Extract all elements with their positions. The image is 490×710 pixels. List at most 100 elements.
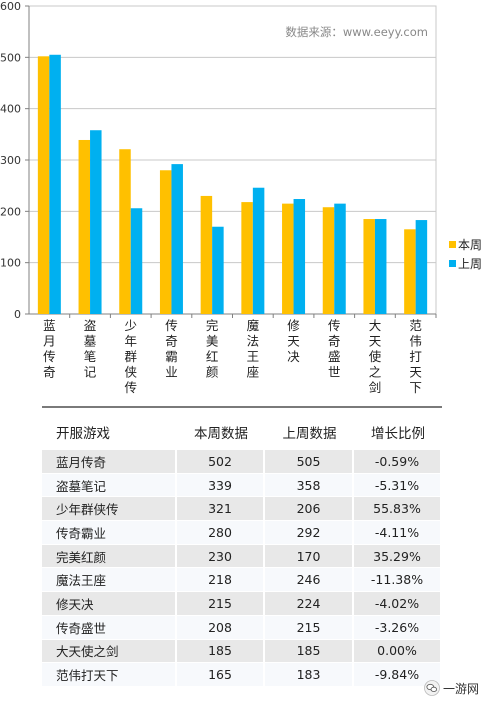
x-tick-label: 传 — [124, 380, 137, 395]
cell-growth: 0.00% — [354, 639, 442, 664]
table-row: 修天决 215 224 -4.02% — [42, 592, 442, 616]
table-row: 大天使之剑 185 185 0.00% — [42, 639, 442, 664]
cell-growth: -0.59% — [354, 450, 442, 474]
legend-label: 上周 — [458, 257, 482, 271]
x-tick-label: 传 — [165, 318, 178, 333]
x-tick-label: 业 — [165, 365, 178, 380]
table-row: 魔法王座 218 246 -11.38% — [42, 568, 442, 593]
bar-this-week — [37, 56, 50, 314]
cell-this-week: 215 — [177, 592, 265, 616]
x-tick-label: 完 — [206, 318, 219, 333]
x-tick-label: 决 — [287, 349, 300, 364]
cell-game: 蓝月传奇 — [42, 450, 177, 474]
cell-game: 传奇霸业 — [42, 521, 177, 545]
bar-this-week — [363, 219, 375, 314]
watermark-text: 一游网 — [443, 681, 480, 696]
x-tick-label: 蓝 — [43, 318, 56, 333]
cell-this-week: 208 — [177, 615, 265, 640]
cell-game: 修天决 — [42, 592, 177, 616]
cell-this-week: 165 — [177, 663, 265, 687]
x-tick-label: 美 — [206, 334, 219, 349]
bar-this-week — [159, 170, 172, 314]
table-row: 范伟打天下 165 183 -9.84% — [42, 663, 442, 687]
y-tick-label: 600 — [0, 0, 21, 13]
table-top-rule — [42, 406, 442, 408]
cell-growth: 35.29% — [354, 544, 442, 569]
table-row: 少年群侠传 321 206 55.83% — [42, 497, 442, 522]
x-tick-label: 使 — [369, 349, 382, 364]
x-tick-label: 打 — [409, 349, 422, 364]
x-tick-label: 范 — [409, 318, 422, 333]
bar-this-week — [200, 195, 213, 314]
cell-last-week: 206 — [265, 497, 354, 522]
cell-this-week: 321 — [177, 497, 265, 522]
bar-last-week — [49, 54, 61, 315]
x-tick-label: 下 — [409, 380, 422, 395]
x-tick-label: 群 — [124, 349, 137, 364]
table-row: 完美红颜 230 170 35.29% — [42, 544, 442, 569]
x-tick-label: 月 — [43, 334, 56, 349]
cell-last-week: 505 — [265, 450, 354, 474]
cell-last-week: 183 — [265, 663, 354, 687]
bar-last-week — [415, 220, 428, 314]
x-tick-label: 记 — [84, 365, 97, 380]
x-tick-label: 剑 — [369, 380, 382, 395]
bar-this-week — [322, 207, 335, 314]
x-tick-label: 世 — [328, 365, 341, 380]
x-tick-label: 笔 — [84, 349, 97, 364]
cell-game: 少年群侠传 — [42, 497, 177, 522]
x-tick-label: 王 — [247, 349, 260, 364]
x-tick-label: 传 — [328, 318, 341, 333]
y-tick-label: 500 — [0, 51, 21, 64]
x-tick-label: 侠 — [124, 365, 137, 380]
x-tick-label: 颜 — [206, 365, 219, 380]
bar-last-week — [90, 130, 102, 314]
x-tick-label: 大 — [369, 318, 382, 333]
cell-last-week: 224 — [265, 592, 354, 616]
bar-this-week — [119, 149, 131, 314]
x-tick-label: 天 — [287, 334, 300, 349]
x-tick-label: 霸 — [165, 349, 178, 364]
cell-last-week: 185 — [265, 639, 354, 664]
x-tick-label: 盛 — [328, 349, 341, 364]
y-tick-label: 400 — [0, 103, 21, 116]
cell-this-week: 230 — [177, 544, 265, 569]
cell-game: 完美红颜 — [42, 544, 177, 569]
x-tick-label: 伟 — [409, 334, 422, 349]
cell-game: 盗墓笔记 — [42, 473, 177, 498]
cell-this-week: 502 — [177, 450, 265, 474]
cell-growth: -3.26% — [354, 615, 442, 640]
x-tick-label: 年 — [124, 334, 137, 349]
header-growth: 增长比例 — [371, 426, 425, 442]
x-tick-label: 奇 — [165, 334, 178, 349]
y-tick-label: 0 — [14, 308, 21, 321]
cell-growth: -4.11% — [354, 521, 442, 545]
table-row: 盗墓笔记 339 358 -5.31% — [42, 473, 442, 498]
legend-swatch — [449, 241, 456, 248]
watermark-logo: 一游网 — [424, 678, 486, 698]
cell-game: 魔法王座 — [42, 568, 177, 593]
x-tick-label: 盗 — [84, 318, 97, 333]
wechat-icon — [424, 680, 440, 696]
y-tick-label: 300 — [0, 154, 21, 167]
header-last-week: 上周数据 — [282, 426, 337, 442]
chart-watermark: 数据来源：www.eeyy.com — [285, 25, 428, 39]
table-row: 传奇霸业 280 292 -4.11% — [42, 521, 442, 545]
bar-this-week — [282, 203, 294, 314]
x-tick-label: 墓 — [84, 334, 97, 349]
bar-this-week — [78, 139, 91, 314]
cell-growth: -5.31% — [354, 473, 442, 498]
cell-this-week: 218 — [177, 568, 265, 593]
x-tick-label: 少 — [124, 318, 137, 333]
bar-last-week — [252, 187, 265, 314]
table-row: 蓝月传奇 502 505 -0.59% — [42, 450, 442, 474]
bar-this-week — [241, 202, 253, 314]
cell-growth: -4.02% — [354, 592, 442, 616]
y-tick-label: 200 — [0, 205, 21, 218]
cell-game: 传奇盛世 — [42, 615, 177, 640]
x-tick-label: 天 — [369, 334, 382, 349]
data-table: 开服游戏 本周数据 上周数据 增长比例 蓝月传奇 502 505 -0.59% … — [42, 414, 442, 687]
legend-label: 本周 — [458, 238, 482, 252]
bar-chart: 0100200300400500600蓝月传奇盗墓笔记少年群侠传传奇霸业完美红颜… — [0, 0, 482, 395]
cell-game: 范伟打天下 — [42, 663, 177, 687]
